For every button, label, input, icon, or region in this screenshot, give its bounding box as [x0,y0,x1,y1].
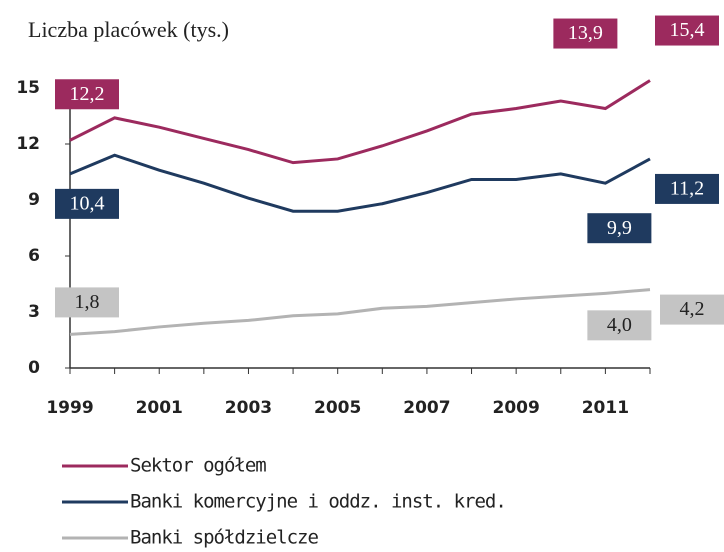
chart-title: Liczba placówek (tys.) [28,17,229,42]
value-label: 4,0 [607,314,632,336]
y-tick-label: 15 [16,78,40,98]
series-line [69,79,651,165]
value-label-box [55,79,119,110]
value-label: 11,2 [670,178,704,200]
legend-label: Banki spółdzielcze [130,527,318,549]
value-label: 15,4 [670,19,705,41]
x-tick-label: 2011 [582,398,629,418]
y-tick-label: 6 [28,246,40,266]
x-tick-label: 2009 [492,398,539,418]
legend-label: Sektor ogółem [130,455,266,477]
series-line [69,153,651,213]
value-label: 12,2 [70,83,105,105]
value-label: 4,2 [680,298,705,320]
y-tick-label: 0 [28,358,40,378]
x-tick-label: 2007 [403,398,450,418]
value-label: 1,8 [75,291,100,313]
value-label: 13,9 [568,22,603,44]
value-label-box [55,287,119,318]
legend-label: Banki komercyjne i oddz. inst. kred. [130,491,506,513]
x-tick-label: 2005 [314,398,361,418]
x-tick-label: 2003 [225,398,272,418]
series-line [69,288,651,336]
x-tick-label: 1999 [46,398,93,418]
value-label-box [553,18,618,49]
x-tick-label: 2001 [136,398,183,418]
y-tick-label: 3 [28,302,40,322]
value-label-box [587,310,652,341]
value-label-box [55,188,119,219]
value-label-box [655,15,719,46]
y-tick-label: 12 [16,134,40,154]
value-label-box [660,294,724,325]
value-label: 9,9 [607,217,632,239]
value-label-box [655,173,719,204]
value-label: 10,4 [70,192,105,214]
y-tick-label: 9 [28,190,40,210]
value-label-box [587,213,652,244]
